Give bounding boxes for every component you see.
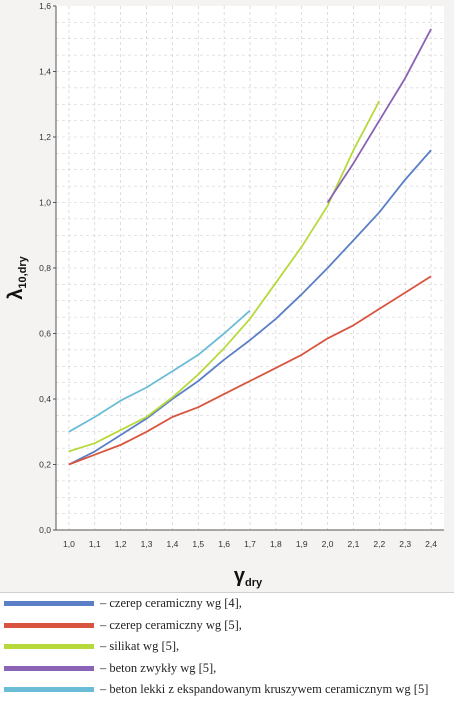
x-tick-label: 1,1 [89, 539, 101, 549]
legend-item: – silikat wg [5], [0, 636, 454, 658]
gridlines [56, 6, 444, 530]
legend-swatch [4, 665, 94, 671]
x-tick-label: 1,6 [218, 539, 230, 549]
y-tick-label: 1,6 [39, 1, 51, 11]
y-axis-title-sub: 10,dry [17, 255, 29, 288]
y-axis-title: λ10,dry [5, 255, 29, 299]
y-tick-labels: 0,0 0,2 0,4 0,6 0,8 1,0 1,2 1,4 1,6 [39, 1, 56, 535]
x-tick-label: 1,2 [115, 539, 127, 549]
y-tick-label: 0,4 [39, 394, 51, 404]
chart-area: 0,0 0,2 0,4 0,6 0,8 1,0 1,2 1,4 1,6 1,0 1,1 1,2 1,3… [5, 1, 444, 589]
legend-label: – beton lekki z ekspandowanym kruszywem … [100, 682, 429, 697]
series-line-3 [68, 100, 381, 453]
y-tick-label: 1,2 [39, 132, 51, 142]
x-tick-labels: 1,0 1,1 1,2 1,3 1,4 1,5 1,6 1,7 1,8 1,9 2,0 2,1 2,2 2… [63, 539, 437, 549]
x-tick-label: 1,9 [296, 539, 308, 549]
y-axis-title-main: λ [5, 289, 27, 300]
y-tick-label: 1,4 [39, 67, 51, 77]
x-tick-label: 2,3 [399, 539, 411, 549]
x-tick-label: 1,4 [166, 539, 178, 549]
x-tick-label: 1,0 [63, 539, 75, 549]
legend-label: – silikat wg [5], [100, 639, 180, 654]
legend-item: – czerep ceramiczny wg [5], [0, 615, 454, 637]
y-tick-label: 0,0 [39, 525, 51, 535]
y-tick-label: 1,0 [39, 198, 51, 208]
legend-swatch [4, 687, 94, 693]
x-tick-label: 2,2 [373, 539, 385, 549]
series-line-1 [68, 149, 432, 466]
legend-swatch [4, 601, 94, 607]
x-tick-label: 2,0 [322, 539, 334, 549]
x-tick-label: 2,1 [348, 539, 360, 549]
legend-label: – czerep ceramiczny wg [5], [100, 617, 242, 632]
x-tick-label: 1,5 [192, 539, 204, 549]
x-tick-label: 2,4 [425, 539, 437, 549]
legend-item: – beton zwykły wg [5], [0, 658, 454, 680]
x-tick-label: 1,3 [141, 539, 153, 549]
x-tick-label: 1,8 [270, 539, 282, 549]
legend-item: – czerep ceramiczny wg [4], [0, 593, 454, 615]
legend-swatch [4, 622, 94, 628]
y-tick-label: 0,8 [39, 263, 51, 273]
x-tick-label: 1,7 [244, 539, 256, 549]
x-axis-title: γdry [234, 565, 263, 589]
legend-swatch [4, 644, 94, 650]
series-line-2 [68, 275, 432, 466]
series-line-5 [68, 309, 251, 433]
y-tick-label: 0,2 [39, 460, 51, 470]
legend: – czerep ceramiczny wg [4], – czerep cera… [0, 592, 454, 701]
y-tick-label: 0,6 [39, 329, 51, 339]
x-axis-title-sub: dry [245, 577, 263, 589]
legend-label: – beton zwykły wg [5], [100, 660, 217, 675]
legend-item: – beton lekki z ekspandowanym kruszywem … [0, 679, 454, 701]
x-axis-title-main: γ [234, 565, 246, 587]
series-line-4 [326, 28, 432, 203]
legend-label: – czerep ceramiczny wg [4], [100, 596, 242, 611]
series-lines [68, 28, 432, 466]
